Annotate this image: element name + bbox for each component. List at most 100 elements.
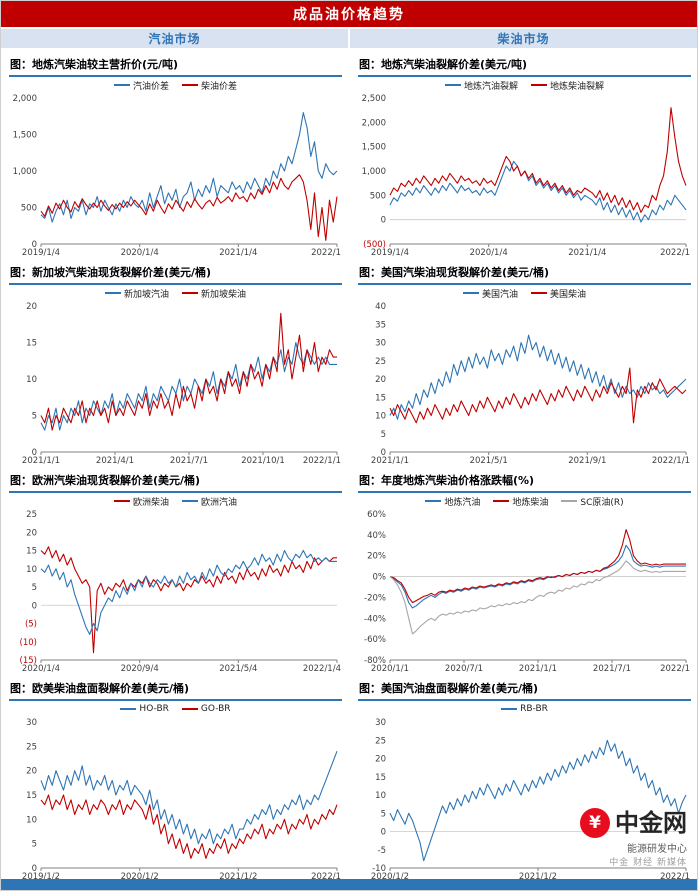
chart-plot: 0 5 10 15 20 25 30 35 40 2021/1/1 2021/5/1 2021/9/1…	[358, 301, 691, 465]
legend-line-icon	[113, 500, 130, 502]
chart-legend: 美国汽油 美国柴油	[358, 285, 691, 301]
y-tick-label: 30	[26, 718, 37, 728]
chart-plot: 0 5 10 15 20 25 30 2019/1/2 2020/1/2 2021/1/2 2022…	[9, 717, 342, 881]
y-tick-label: 25	[26, 742, 37, 752]
chart-canvas: 0 5 10 15 20 25 30 35 40 2021/1/1 2021/5/1 2021/9/1…	[371, 302, 690, 465]
legend-item: 柴油价差	[182, 79, 237, 92]
market-header-row: 汽油市场 柴油市场	[1, 27, 697, 49]
series-line-美国柴油	[389, 367, 687, 424]
series-line-欧洲柴油	[40, 546, 337, 654]
chart-title: 图：欧美柴油盘面裂解价差(美元/桶)	[9, 678, 342, 701]
chart-title: 图：欧洲汽柴油现货裂解价差(美元/桶)	[9, 470, 342, 493]
legend-label: RB-BR	[520, 704, 548, 714]
bottom-bar	[1, 879, 697, 890]
x-tick-label: 2022/1	[311, 248, 341, 257]
legend-item: RB-BR	[501, 704, 548, 714]
chart-legend: 地炼汽油 地炼柴油 SC原油(R)	[358, 493, 691, 509]
legend-line-icon	[113, 84, 130, 86]
chart-title: 图：新加坡汽柴油现货裂解价差(美元/桶)	[9, 262, 342, 285]
y-tick-label: 0	[32, 864, 37, 874]
legend-label: 欧洲汽油	[201, 497, 238, 508]
legend-item: SC原油(R)	[561, 495, 624, 508]
legend-item: 新加坡柴油	[182, 287, 246, 300]
legend-line-icon	[182, 500, 198, 502]
series-line-新加坡柴油	[40, 312, 337, 431]
legend-label: 汽油价差	[132, 81, 169, 92]
y-tick-label: 15	[26, 339, 37, 349]
legend-line-icon	[444, 84, 461, 86]
x-tick-label: 2021/1/2	[219, 872, 257, 881]
legend-line-icon	[104, 292, 121, 294]
chart-panel-eu-us-diesel-futures-crack: 图：欧美柴油盘面裂解价差(美元/桶) HO-BR GO-BR 0 5 10 15 20 25…	[1, 673, 350, 881]
x-tick-label: 2020/1/4	[121, 248, 159, 257]
x-tick-label: 2020/9/4	[121, 664, 159, 673]
y-tick-label: -5	[378, 846, 386, 856]
legend-item: 地炼汽油裂解	[444, 79, 518, 92]
legend-item: GO-BR	[181, 704, 231, 714]
chart-plot: (15) (10) (5) 0 5 10 15 20 25 2020/1/4 2020/9/4 202…	[9, 509, 342, 673]
legend-label: 新加坡汽油	[123, 289, 169, 300]
legend-label: 地炼汽油	[444, 497, 481, 508]
y-tick-label: 40	[375, 302, 386, 312]
y-tick-label: 1,000	[13, 167, 37, 177]
y-tick-label: 30	[375, 339, 386, 349]
x-tick-label: 2022/1/4	[303, 664, 341, 673]
legend-label: 地炼柴油裂解	[550, 81, 605, 92]
y-tick-label: 40%	[367, 531, 386, 541]
legend-line-icon	[531, 292, 547, 294]
y-tick-label: 15	[26, 791, 37, 801]
legend-line-icon	[120, 708, 137, 710]
chart-legend: 地炼汽油裂解 地炼柴油裂解	[358, 77, 691, 93]
legend-item: 新加坡汽油	[104, 287, 169, 300]
x-tick-label: 2021/4/1	[96, 456, 134, 465]
y-tick-label: 35	[375, 320, 386, 330]
cngold-logo-icon: ¥	[580, 808, 610, 838]
series-line-地炼柴油	[389, 529, 686, 604]
y-tick-label: 5	[32, 412, 37, 422]
chart-canvas: 0 5 10 15 20 2021/1/1 2021/4/1 2021/7/1 2021/10/…	[22, 302, 341, 465]
legend-item: 欧洲汽油	[182, 495, 237, 508]
x-tick-label: 2022/1	[311, 872, 341, 881]
chart-title: 图：年度地炼汽柴油价格涨跌幅(%)	[358, 470, 691, 493]
y-tick-label: 15	[375, 393, 386, 403]
y-tick-label: 15	[26, 547, 37, 557]
chart-legend: HO-BR GO-BR	[9, 701, 342, 717]
chart-legend: 欧洲柴油 欧洲汽油	[9, 493, 342, 509]
y-tick-label: 500	[370, 191, 386, 201]
legend-line-icon	[531, 84, 547, 86]
y-tick-label: (5)	[25, 620, 37, 630]
x-tick-label: 2021/1/1	[519, 664, 557, 673]
watermark-sub-brand: 中金 财经 新媒体	[609, 858, 687, 868]
x-tick-label: 2021/1/1	[22, 456, 60, 465]
legend-item: 地炼柴油裂解	[531, 79, 604, 92]
y-tick-label: 1,500	[362, 143, 386, 153]
chart-title: 图：美国汽柴油现货裂解价差(美元/桶)	[358, 262, 691, 285]
watermark-brand: 中金网	[615, 809, 687, 837]
legend-label: 地炼汽油裂解	[463, 81, 518, 92]
legend-label: 欧洲柴油	[132, 497, 169, 508]
x-tick-label: 2020/1/1	[371, 664, 409, 673]
chart-canvas: 0 5 10 15 20 25 30 2019/1/2 2020/1/2 2021/1/2 2022…	[22, 718, 341, 881]
legend-item: HO-BR	[120, 704, 169, 714]
series-line-GO-BR	[40, 794, 338, 859]
chart-panel-us-spot-crack: 图：美国汽柴油现货裂解价差(美元/桶) 美国汽油 美国柴油 0 5 10 15 20 25 3…	[350, 257, 697, 465]
y-tick-label: 1,000	[362, 167, 386, 177]
x-tick-label: 2022/1	[660, 664, 690, 673]
y-tick-label: 0	[381, 216, 386, 226]
report-title: 成品油价格趋势	[293, 7, 405, 23]
legend-label: 柴油价差	[201, 81, 238, 92]
x-tick-label: 2020/7/1	[445, 664, 483, 673]
y-tick-label: 1,500	[13, 131, 37, 141]
watermark: ¥ 中金网 能源研发中心 中金 财经 新媒体	[580, 808, 687, 868]
x-tick-label: 2021/7/1	[170, 456, 208, 465]
x-tick-label: 2021/1/2	[519, 872, 557, 881]
x-tick-label: 2021/7/1	[593, 664, 631, 673]
x-tick-label: 2019/1/4	[371, 248, 409, 257]
y-tick-label: 20	[26, 302, 37, 312]
x-tick-label: 2021/1/4	[568, 248, 606, 257]
y-tick-label: 20	[375, 755, 386, 765]
legend-line-icon	[425, 500, 442, 502]
y-tick-label: 500	[21, 204, 37, 214]
watermark-center-name: 能源研发中心	[627, 844, 687, 855]
